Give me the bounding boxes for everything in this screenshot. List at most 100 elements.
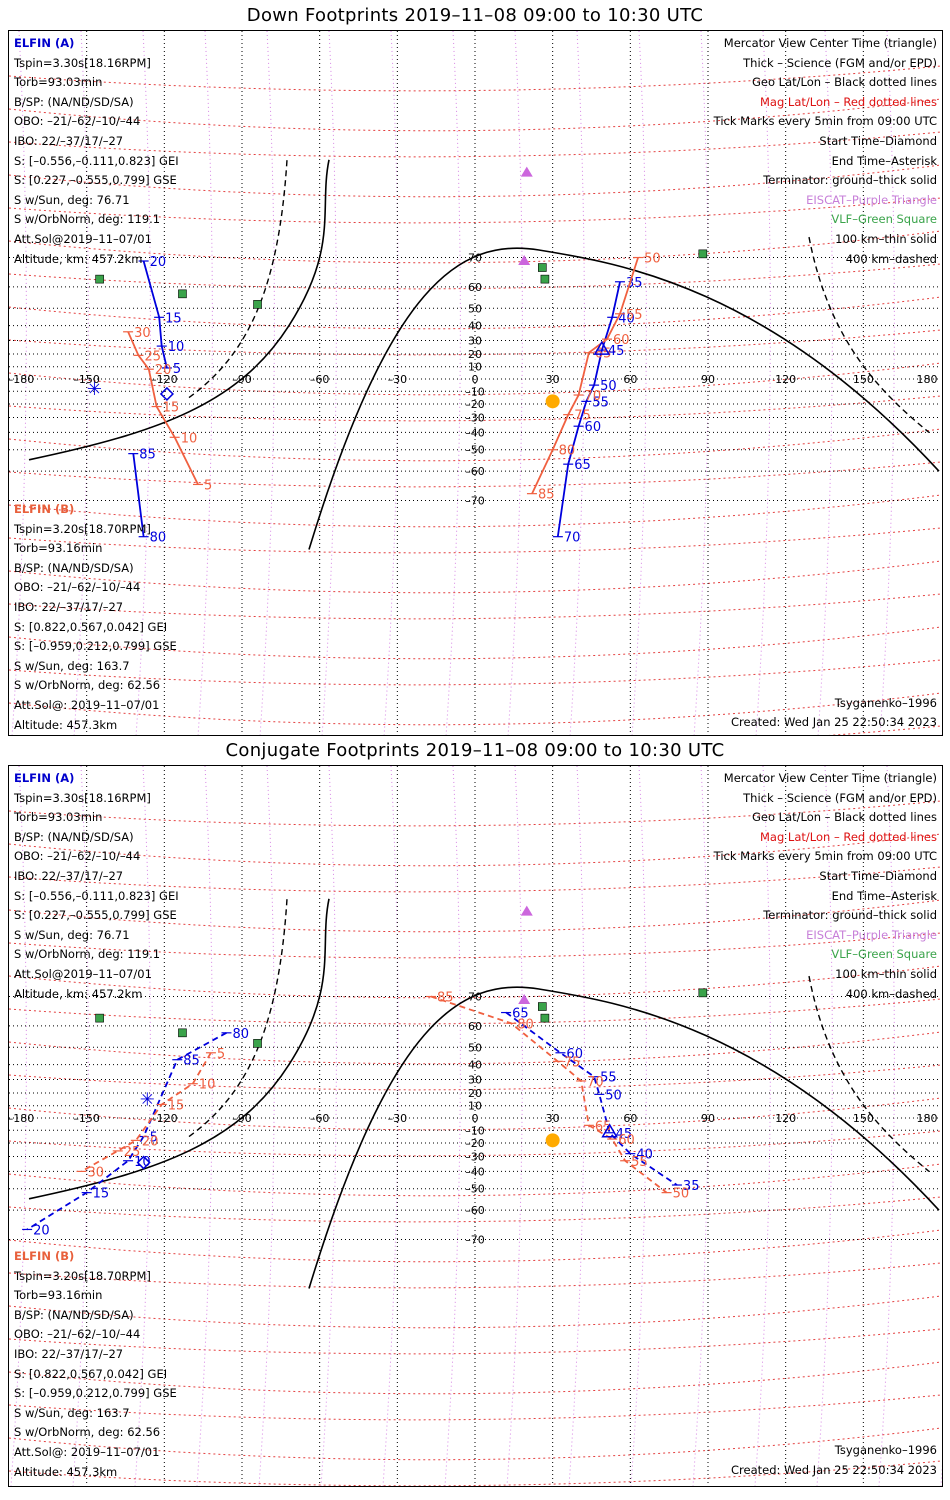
mag-latitude-line — [9, 965, 942, 999]
track-time-label: 10 — [168, 340, 185, 355]
mag-longitude-line — [382, 766, 399, 1486]
mag-latitude-line — [9, 866, 942, 893]
track-time-label: 55 — [626, 308, 643, 323]
info-line: B/SP: (NA/ND/SD/SA) — [14, 1307, 134, 1322]
mag-latitude-line — [9, 1328, 942, 1355]
legend-item: Geo Lat/Lon – Black dotted lines — [751, 810, 937, 825]
track-time-label: 40 — [618, 311, 635, 326]
latitude-tick-label: –40 — [465, 1165, 485, 1178]
start-time-diamond-icon — [136, 1155, 151, 1170]
info-line: IBO: 22/–37/17/–27 — [14, 599, 124, 614]
track-time-label: 75 — [574, 409, 591, 424]
legend-item: 400 km–dashed — [845, 986, 937, 1001]
start-time-diamond-icon — [159, 386, 174, 402]
longitude-tick-label: –60 — [310, 373, 330, 386]
mag-latitude-line — [9, 1130, 942, 1157]
terminator-line — [308, 247, 940, 550]
info-line: S w/OrbNorm, deg: 62.56 — [14, 1425, 161, 1440]
sun-icon — [545, 394, 560, 409]
mag-latitude-line — [9, 998, 942, 1025]
terminator-line-west — [28, 898, 330, 1200]
mag-longitude-line — [320, 766, 337, 1486]
latitude-tick-label: –30 — [465, 1150, 485, 1163]
center-time-triangle-icon — [593, 340, 611, 355]
mag-latitude-line — [9, 395, 942, 422]
mag-longitude-line — [940, 1463, 942, 1486]
track-time-label: 70 — [585, 389, 602, 404]
info-line: IBO: 22/–37/17/–27 — [14, 1346, 124, 1361]
info-line: IBO: 22/–37/17/–27 — [14, 868, 124, 883]
info-line: Att.Sol@2019–11–07/01 — [14, 231, 152, 246]
down-footprints-title: Down Footprints 2019–11–08 09:00 to 10:3… — [246, 5, 704, 26]
latitude-tick-label: –40 — [465, 426, 485, 439]
track-time-label: 5 — [150, 1131, 158, 1146]
vlf-square-icon — [178, 1028, 187, 1038]
vlf-square-icon — [538, 263, 547, 272]
info-line: S w/Sun, deg: 76.71 — [14, 927, 130, 942]
mag-longitude-line — [630, 766, 647, 1486]
end-time-asterisk-icon: ✳ — [87, 379, 102, 400]
latitude-tick-label: –60 — [465, 465, 485, 478]
mag-latitude-line — [9, 899, 942, 933]
mag-longitude-line — [506, 766, 523, 1486]
track-time-label: 15 — [168, 1098, 185, 1113]
longitude-tick-label: 60 — [623, 373, 637, 386]
mag-latitude-line — [9, 98, 942, 132]
legend-item: Thick – Science (FGM and/or EPD) — [743, 790, 937, 805]
info-line: OBO: –21/–62/–10/–44 — [14, 580, 141, 595]
latitude-tick-label: –70 — [465, 1233, 485, 1246]
track-time-label: 80 — [559, 444, 576, 459]
mag-latitude-line — [9, 626, 942, 660]
elfin-a-track-west — [26, 1032, 227, 1231]
latitude-tick-label: 40 — [468, 320, 482, 333]
vlf-square-icon — [698, 249, 708, 259]
track-time-label: 30 — [87, 1165, 104, 1180]
terminator-400km-dashed — [188, 898, 288, 1138]
track-time-label: 85 — [538, 488, 555, 503]
elfin-a-track-west — [142, 260, 168, 369]
track-time-label: 15 — [165, 311, 182, 326]
legend-item: VLF–Green Square — [831, 212, 937, 227]
mag-longitude-line — [258, 766, 275, 1486]
info-line: Att.Sol@: 2019–11–07/01 — [14, 697, 160, 712]
track-time-label: 20 — [33, 1223, 50, 1238]
longitude-tick-label: 30 — [546, 373, 560, 386]
track-time-label: 35 — [683, 1179, 700, 1194]
info-line: S: [–0.556,–0.111,0.823] GEI — [14, 888, 179, 903]
info-line: S w/OrbNorm, deg: 119.1 — [14, 947, 161, 962]
info-line: Torb=93.16min — [14, 1288, 103, 1303]
mag-longitude-line — [692, 766, 709, 1486]
down-map-canvas: –180 –150 –120 –90 –60 –30 0 30 60 90 120 150 180706… — [9, 31, 942, 735]
info-line: Att.Sol@: 2019–11–07/01 — [14, 1444, 160, 1459]
legend-item: Mag Lat/Lon – Red dotted lines — [760, 94, 937, 109]
mag-latitude-line — [9, 692, 942, 726]
mission-label: ELFIN (A) — [14, 771, 75, 785]
track-time-label: 5 — [217, 1047, 225, 1062]
mag-grid — [9, 31, 942, 735]
legend-item: Mercator View Center Time (triangle) — [723, 36, 937, 50]
track-time-label: 55 — [631, 1155, 648, 1170]
vlf-square-icon — [178, 289, 187, 299]
track-time-label: 20 — [142, 1134, 159, 1149]
down-footprints-map: –180 –150 –120 –90 –60 –30 0 30 60 90 120 150 180 70 6… — [8, 30, 943, 736]
longitude-tick-label: –120 — [151, 373, 178, 386]
track-time-label: 65 — [574, 458, 591, 473]
latitude-tick-label: 20 — [468, 348, 482, 361]
track-time-label: 75 — [564, 1055, 581, 1070]
longitude-tick-label: 150 — [853, 373, 874, 386]
mag-latitude-line — [9, 1262, 942, 1289]
legend: Mercator View Center Time (triangle) Thic… — [714, 34, 937, 269]
elfin-b-track-east — [430, 995, 668, 1194]
track-time-label: 15 — [93, 1187, 110, 1202]
info-line: B/SP: (NA/ND/SD/SA) — [14, 94, 134, 109]
track-time-label: 50 — [644, 252, 661, 267]
track-time-label: 15 — [163, 401, 180, 416]
longitude-tick-label: 120 — [775, 1112, 796, 1125]
track-time-label: 40 — [636, 1148, 653, 1163]
info-line: S w/OrbNorm, deg: 62.56 — [14, 678, 161, 693]
longitude-tick-label: 150 — [853, 1112, 874, 1125]
latitude-tick-label: 20 — [468, 1087, 482, 1100]
eiscat-triangle-icon — [518, 994, 531, 1005]
info-line: S: [0.227,–0.555,0.799] GSE — [14, 173, 177, 188]
mag-latitude-line — [9, 1064, 942, 1091]
